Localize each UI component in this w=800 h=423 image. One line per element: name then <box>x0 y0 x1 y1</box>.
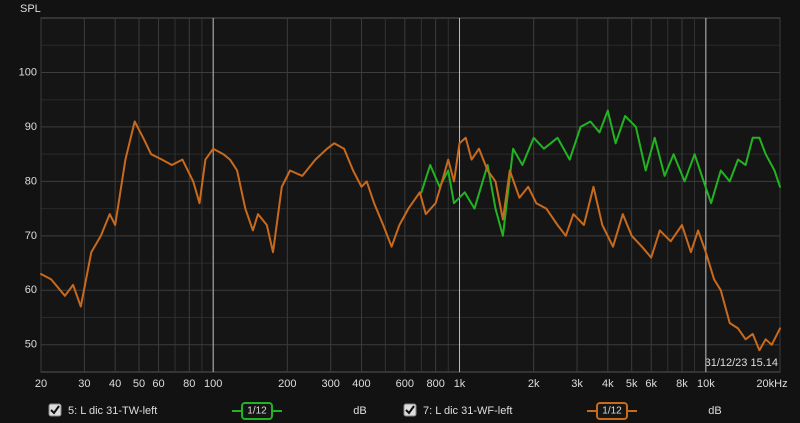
legend-smoothing-box <box>241 402 273 420</box>
x-tick-label: 100 <box>204 378 222 390</box>
legend-check <box>50 405 60 415</box>
legend-smoothing-box <box>596 402 628 420</box>
y-tick-label: 100 <box>19 66 37 78</box>
y-tick-label: 80 <box>25 175 37 187</box>
x-tick-label: 4k <box>602 378 614 390</box>
x-tick-label: 300 <box>322 378 340 390</box>
x-tick-label: 2k <box>528 378 540 390</box>
x-tick-label: 800 <box>426 378 444 390</box>
timestamp: 31/12/23 15.14 <box>705 357 778 369</box>
plot-area <box>40 17 781 373</box>
x-tick-label: 50 <box>133 378 145 390</box>
y-axis-label: SPL <box>20 3 41 15</box>
x-tick-label: 8k <box>676 378 688 390</box>
x-tick-label: 60 <box>152 378 164 390</box>
series-line <box>420 109 781 237</box>
x-tick-label: 5k <box>626 378 638 390</box>
legend-check <box>405 405 415 415</box>
x-tick-label: 6k <box>645 378 657 390</box>
x-tick-label: 600 <box>396 378 414 390</box>
legend-smoothing: 1/12 <box>247 406 267 417</box>
x-tick-label: 200 <box>278 378 296 390</box>
x-tick-label: 40 <box>109 378 121 390</box>
y-tick-label: 60 <box>25 284 37 296</box>
x-tick-label: 20kHz <box>756 378 787 390</box>
legend-label: 5: L dic 31-TW-left <box>68 405 157 417</box>
y-tick-label: 70 <box>25 230 37 242</box>
x-tick-label: 3k <box>571 378 583 390</box>
y-tick-label: 50 <box>25 339 37 351</box>
x-tick-label: 20 <box>35 378 47 390</box>
legend-unit: dB <box>708 405 721 417</box>
y-tick-label: 90 <box>25 121 37 133</box>
legend-item: 5: L dic 31-TW-left 1/12 dB <box>48 402 367 420</box>
legend-item: 7: L dic 31-WF-left 1/12 dB <box>403 402 722 420</box>
x-tick-label: 400 <box>352 378 370 390</box>
x-tick-label: 30 <box>78 378 90 390</box>
x-tick-label: 10k <box>697 378 715 390</box>
x-tick-label: 80 <box>183 378 195 390</box>
legend-label: 7: L dic 31-WF-left <box>423 405 512 417</box>
legend-unit: dB <box>353 405 366 417</box>
x-tick-label: 1k <box>454 378 466 390</box>
legend-smoothing: 1/12 <box>602 406 622 417</box>
series-line <box>40 120 781 352</box>
